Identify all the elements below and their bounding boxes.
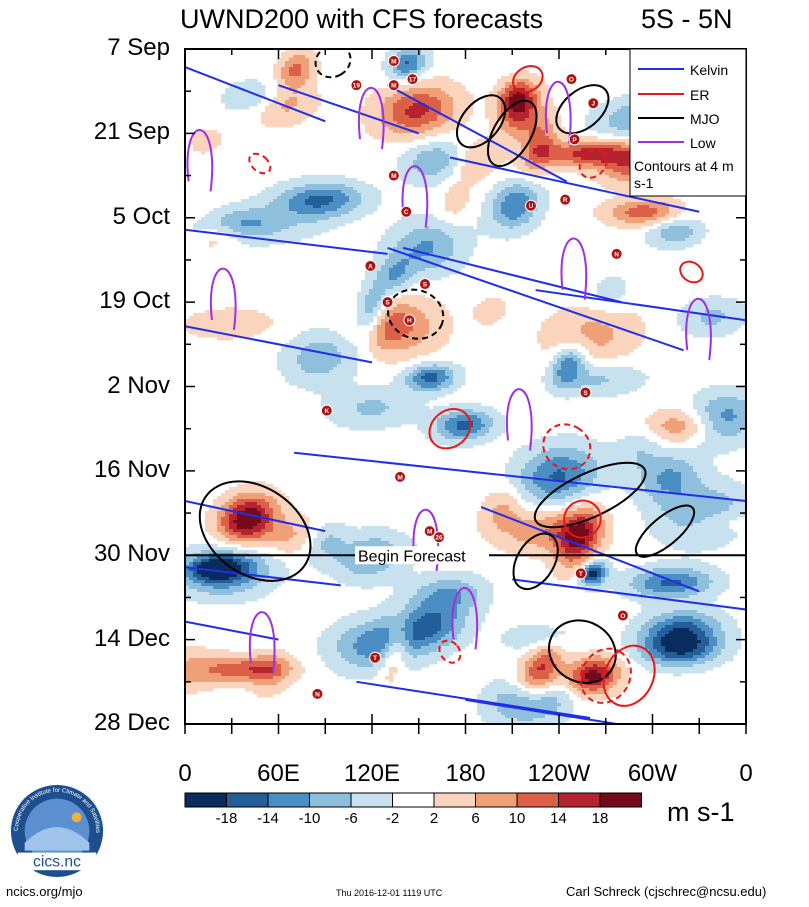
footer-author: Carl Schreck (cjschrec@ncsu.edu) — [566, 884, 766, 899]
y-tick-label: 21 Sep — [0, 118, 170, 146]
storm-label-6: P — [572, 137, 577, 144]
storm-label-17: K — [324, 408, 329, 415]
colorbar-swatch-1 — [227, 793, 269, 807]
storm-label-21: T — [579, 571, 583, 578]
colorbar-tick-label: 2 — [419, 810, 449, 827]
forecast-label: Begin Forecast — [358, 548, 466, 565]
legend-mjo-label: MJO — [690, 111, 720, 127]
y-tick-label: 14 Dec — [0, 625, 170, 653]
colorbar-tick-label: -18 — [212, 810, 242, 827]
footer-timestamp: Thu 2016-12-01 1119 UTC — [336, 888, 442, 898]
colorbar-tick-label: -14 — [253, 810, 283, 827]
storm-label-18: M — [397, 474, 402, 481]
storm-label-4: O — [569, 77, 574, 84]
storm-label-3: 17 — [409, 77, 417, 84]
y-tick-label: 19 Oct — [0, 287, 170, 315]
storm-label-15: H — [407, 318, 412, 325]
x-tick-label: 0 — [701, 760, 791, 788]
legend-er-label: ER — [690, 87, 709, 103]
y-tick-label: 7 Sep — [0, 34, 170, 62]
colorbar-swatch-0 — [185, 793, 227, 807]
storm-label-24: N — [315, 691, 320, 698]
cicsnc-logo: Cooperative Institute for Climate and Sa… — [8, 782, 106, 880]
y-tick-label: 16 Nov — [0, 456, 170, 484]
y-tick-label: 30 Nov — [0, 540, 170, 568]
legend-low-label: Low — [690, 135, 717, 151]
colorbar-swatch-4 — [351, 793, 393, 807]
colorbar-tick-label: 6 — [461, 810, 491, 827]
storm-label-16: S — [583, 390, 588, 397]
storm-label-8: U — [529, 203, 534, 210]
y-tick-label: 28 Dec — [0, 709, 170, 737]
legend-box: Kelvin ER MJO Low Contours at 4 m s-1 — [630, 49, 746, 196]
colorbar-tick-label: -6 — [336, 810, 366, 827]
storm-label-2: M — [391, 83, 396, 90]
x-tick-label: 60W — [608, 760, 698, 788]
x-tick-label: 0 — [140, 760, 230, 788]
colorbar-units: m s-1 — [667, 797, 735, 828]
storm-label-9: R — [563, 197, 568, 204]
storm-label-23: T — [373, 655, 377, 662]
colorbar-swatch-8 — [517, 793, 559, 807]
logo-text: cics.nc — [33, 853, 81, 870]
storm-label-5: J — [591, 101, 595, 108]
colorbar-tick-label: -2 — [378, 810, 408, 827]
colorbar-swatch-10 — [600, 793, 642, 807]
colorbar-tick-label: 10 — [502, 810, 532, 827]
storm-label-13: S — [423, 282, 428, 289]
x-tick-label: 120E — [327, 760, 417, 788]
colorbar-swatch-7 — [476, 793, 518, 807]
y-tick-label: 5 Oct — [0, 203, 170, 231]
colorbar-swatch-2 — [268, 793, 310, 807]
y-tick-label: 2 Nov — [0, 372, 170, 400]
storm-label-14: S — [385, 300, 390, 307]
colorbar — [185, 793, 642, 807]
footer-site-link[interactable]: ncics.org/mjo — [6, 884, 83, 899]
x-tick-label: 60E — [234, 760, 324, 788]
storm-label-20: 26 — [435, 535, 443, 542]
colorbar-tick-label: 18 — [585, 810, 615, 827]
colorbar-swatch-3 — [310, 793, 352, 807]
storm-label-12: A — [368, 263, 373, 270]
x-tick-label: 180 — [421, 760, 511, 788]
colorbar-swatch-5 — [393, 793, 435, 807]
colorbar-tick-label: -10 — [295, 810, 325, 827]
colorbar-swatch-9 — [559, 793, 601, 807]
storm-label-10: C — [404, 209, 409, 216]
storm-label-11: N — [614, 251, 619, 258]
storm-label-22: O — [620, 613, 625, 620]
x-tick-label: 120W — [514, 760, 604, 788]
storm-label-19: M — [427, 529, 432, 536]
legend-note: Contours at 4 m s-1 — [634, 158, 744, 192]
storm-label-7: M — [391, 173, 396, 180]
colorbar-tick-label: 14 — [544, 810, 574, 827]
legend-kelvin-label: Kelvin — [690, 62, 728, 78]
colorbar-swatch-6 — [434, 793, 476, 807]
storm-label-1: 19 — [353, 83, 361, 90]
storm-label-0: M — [391, 59, 396, 66]
